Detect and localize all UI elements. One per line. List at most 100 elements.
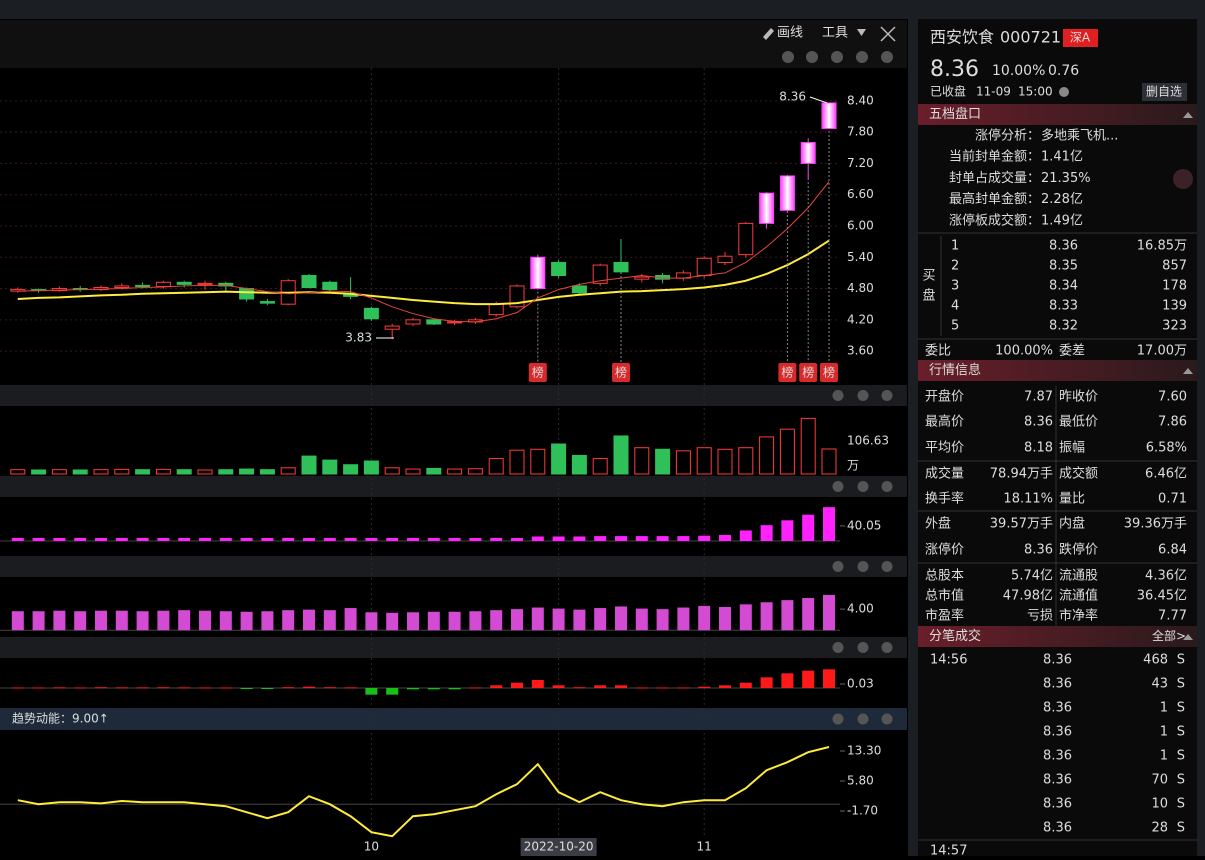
- info-label: 流通股: [1059, 569, 1098, 584]
- indicator-bar: [469, 537, 482, 541]
- panel-strip: [0, 708, 907, 730]
- candle-body: [114, 285, 130, 289]
- zoom-out-icon[interactable]: [881, 51, 893, 63]
- board-marker-text: 榜: [823, 365, 835, 380]
- settings-icon[interactable]: [806, 51, 818, 63]
- indicator-bar: [407, 688, 419, 690]
- board-marker-text: 榜: [781, 365, 793, 380]
- bid-price: 8.35: [1049, 259, 1078, 274]
- trade-volume: 1: [1160, 725, 1168, 740]
- chart-toolbar: [0, 20, 907, 68]
- watch-button[interactable]: [1142, 83, 1187, 101]
- order-book-header: [918, 104, 1197, 125]
- panel-icon[interactable]: [832, 481, 844, 492]
- board-marker: [612, 363, 630, 382]
- zoom-in-icon[interactable]: [856, 51, 868, 63]
- info-label: 成交量: [925, 466, 964, 482]
- indicator-bar: [74, 537, 87, 541]
- panel-icon[interactable]: [857, 561, 869, 572]
- bid-level: 5: [951, 319, 959, 334]
- info-label: 成交额: [1059, 466, 1098, 482]
- tools-button[interactable]: 工具: [822, 26, 848, 41]
- indicator-bar: [115, 610, 128, 631]
- panel-icon[interactable]: [832, 561, 844, 572]
- refresh-icon[interactable]: [831, 51, 843, 63]
- indicator-bar: [95, 537, 107, 541]
- volume-bar: [93, 469, 109, 475]
- panel-strip: [0, 556, 907, 577]
- indicator-bar: [823, 507, 835, 541]
- indicator-bar: [781, 600, 794, 631]
- y-tick-label: 4.00: [847, 602, 874, 616]
- volume-bar: [384, 467, 400, 475]
- panel-icon[interactable]: [881, 642, 893, 653]
- y-tick-label: 7.80: [847, 125, 874, 139]
- indicator-bar: [323, 537, 336, 541]
- candle-body: [155, 281, 171, 287]
- volume-bar: [426, 467, 442, 475]
- indicator-bar: [594, 685, 607, 688]
- trade-side: S: [1177, 701, 1185, 716]
- date-highlight: [520, 838, 597, 856]
- y-tick-label: 6.60: [847, 187, 874, 201]
- indicator-bar: [552, 685, 565, 688]
- indicator-bar: [240, 611, 253, 631]
- panel-icon[interactable]: [881, 561, 893, 572]
- indicator-bar: [656, 687, 669, 689]
- indicator-bar: [511, 682, 523, 688]
- indicator-bar: [303, 537, 315, 541]
- panel-icon[interactable]: [832, 642, 844, 653]
- indicator-bar: [136, 537, 149, 541]
- volume-bar: [218, 469, 234, 475]
- volume-bar: [405, 468, 421, 475]
- limit-value: 多地乘飞机...: [1041, 128, 1118, 144]
- dropdown-arrow[interactable]: [857, 29, 866, 36]
- indicator-bar: [32, 611, 45, 631]
- info-value: 39.57万手: [990, 517, 1053, 532]
- indicator-bar: [74, 611, 87, 631]
- help-icon[interactable]: [782, 51, 794, 63]
- panel-strip: [0, 385, 907, 406]
- indicator-bar: [157, 537, 170, 541]
- expand-icon[interactable]: [880, 26, 896, 42]
- draw-button[interactable]: 画线: [777, 26, 803, 41]
- trade-side: S: [1177, 677, 1185, 692]
- volume-bar: [779, 428, 795, 475]
- bid-volume: 857: [1162, 259, 1187, 274]
- board-marker: [820, 363, 838, 382]
- panel-icon[interactable]: [857, 481, 869, 492]
- limit-label: 涨停板成交额：: [949, 212, 1040, 228]
- trade-price: 8.36: [1043, 821, 1072, 836]
- trade-price: 8.36: [1043, 773, 1072, 788]
- indicator-bar: [490, 537, 503, 541]
- indicator-bar: [282, 610, 295, 631]
- panel-icon[interactable]: [857, 390, 869, 401]
- indicator-bar: [573, 536, 586, 541]
- y-tick-label: 7.20: [847, 156, 874, 170]
- indicator-bar: [386, 612, 399, 631]
- indicator-bar: [303, 686, 315, 688]
- panel-icon[interactable]: [857, 642, 869, 653]
- indicator-bar: [719, 534, 731, 541]
- limit-label: 当前封单金额：: [949, 149, 1040, 165]
- panel-icon[interactable]: [881, 481, 893, 492]
- indicator-bar: [240, 537, 253, 541]
- nav-button[interactable]: [1173, 169, 1193, 189]
- panel-icon[interactable]: [832, 390, 844, 401]
- board-marker-text: 榜: [802, 365, 814, 380]
- indicator-bar: [573, 609, 586, 631]
- volume-bar: [530, 448, 546, 475]
- indicator-bar: [469, 687, 482, 689]
- info-label: 振幅: [1059, 441, 1085, 456]
- indicator-bar: [448, 537, 461, 541]
- change-pct: 10.00%: [992, 63, 1045, 79]
- info-label: 平均价: [925, 441, 964, 456]
- diff-label: 委差: [1059, 344, 1085, 359]
- volume-bar: [800, 417, 816, 475]
- trade-side: S: [1177, 725, 1185, 740]
- panel-icon[interactable]: [881, 390, 893, 401]
- volume-bar: [447, 468, 463, 475]
- annotation-arrow: [809, 96, 828, 104]
- indicator-bar: [219, 687, 232, 689]
- trade-time: 14:57: [930, 844, 967, 857]
